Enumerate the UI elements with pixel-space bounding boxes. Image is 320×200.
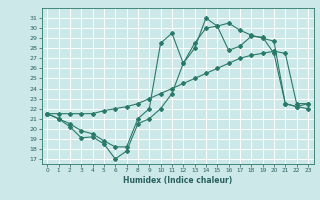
X-axis label: Humidex (Indice chaleur): Humidex (Indice chaleur) [123, 176, 232, 185]
